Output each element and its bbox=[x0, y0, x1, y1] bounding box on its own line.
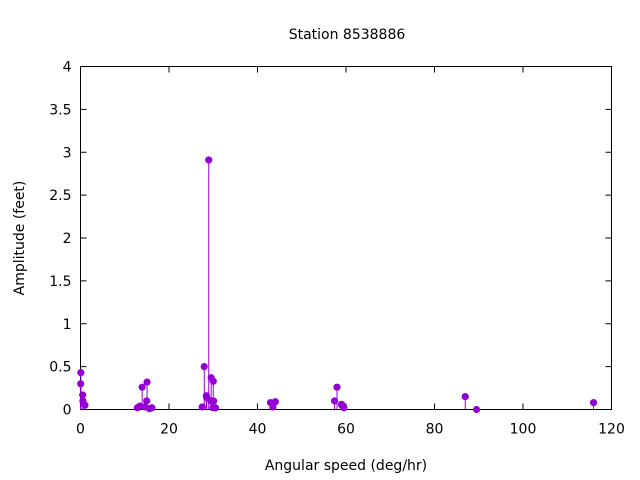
x-tick-label: 120 bbox=[598, 422, 625, 438]
data-point bbox=[211, 404, 220, 412]
y-tick-label: 1.5 bbox=[49, 274, 71, 290]
data-point bbox=[209, 377, 217, 385]
y-tick-label: 0 bbox=[63, 403, 72, 419]
data-point bbox=[333, 383, 341, 391]
x-axis: 0 20 40 60 80 100 120 bbox=[76, 66, 625, 438]
y-axis-title: Amplitude (feet) bbox=[12, 181, 28, 296]
y-tick-label: 3.5 bbox=[49, 102, 71, 118]
data-point bbox=[340, 404, 348, 412]
x-axis-title: Angular speed (deg/hr) bbox=[265, 458, 427, 474]
data-point bbox=[200, 363, 208, 371]
data-point bbox=[143, 378, 151, 386]
data-point bbox=[205, 156, 213, 164]
plot-frame bbox=[80, 66, 612, 410]
data-point bbox=[589, 399, 598, 407]
x-tick-label: 60 bbox=[337, 422, 355, 438]
data-point bbox=[210, 397, 218, 405]
y-tick-label: 4 bbox=[63, 60, 72, 76]
data-point bbox=[461, 393, 469, 401]
y-tick-label: 3 bbox=[63, 145, 72, 161]
data-point bbox=[81, 401, 89, 409]
x-tick-label: 80 bbox=[426, 422, 444, 438]
data-point bbox=[472, 405, 481, 414]
y-tick-label: 1 bbox=[63, 317, 72, 333]
y-tick-label: 0.5 bbox=[49, 360, 71, 376]
y-axis: 0 0.5 1 1.5 2 2.5 3 3.5 4 bbox=[49, 60, 612, 419]
data-point bbox=[330, 397, 339, 405]
x-tick-label: 40 bbox=[249, 422, 267, 438]
x-tick-label: 100 bbox=[510, 422, 537, 438]
data-point bbox=[138, 383, 146, 391]
data-point bbox=[271, 398, 279, 406]
x-tick-label: 20 bbox=[160, 422, 178, 438]
x-tick-label: 0 bbox=[76, 422, 85, 438]
data-point bbox=[79, 391, 87, 399]
data-point bbox=[77, 369, 85, 377]
data-point bbox=[148, 404, 156, 412]
stem-series bbox=[77, 156, 598, 414]
y-tick-label: 2.5 bbox=[49, 188, 71, 204]
chart-title: Station 8538886 bbox=[289, 27, 406, 43]
y-tick-label: 2 bbox=[63, 231, 72, 247]
